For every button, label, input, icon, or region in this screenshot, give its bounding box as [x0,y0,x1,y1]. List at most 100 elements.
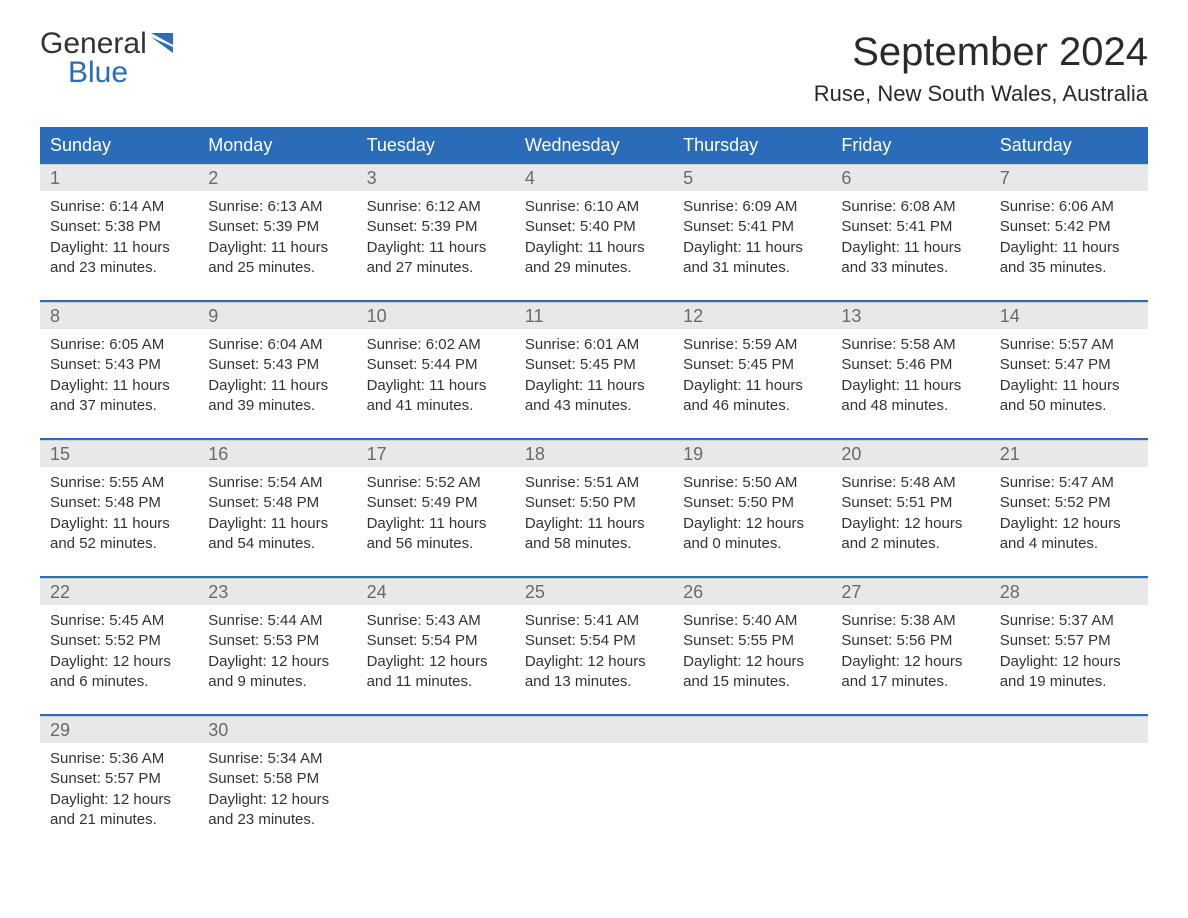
day-content: Sunrise: 6:09 AMSunset: 5:41 PMDaylight:… [673,191,831,286]
day-header: Sunday [40,127,198,164]
day-number-cell: 10 [357,302,515,329]
daylight-line: Daylight: 12 hours and 17 minutes. [841,652,979,693]
sunrise-line: Sunrise: 5:41 AM [525,611,663,631]
sunset-line: Sunset: 5:48 PM [208,493,346,513]
sunset-line: Sunset: 5:53 PM [208,631,346,651]
daylight-line: Daylight: 11 hours and 35 minutes. [1000,238,1138,279]
day-number: 14 [990,303,1148,329]
day-content: Sunrise: 5:59 AMSunset: 5:45 PMDaylight:… [673,329,831,424]
day-content: Sunrise: 5:57 AMSunset: 5:47 PMDaylight:… [990,329,1148,424]
day-number: 16 [198,441,356,467]
day-number: 25 [515,579,673,605]
day-number-cell: 7 [990,164,1148,191]
daylight-line: Daylight: 12 hours and 19 minutes. [1000,652,1138,693]
day-number-cell: 12 [673,302,831,329]
sunrise-line: Sunrise: 6:06 AM [1000,197,1138,217]
day-number: 22 [40,579,198,605]
sunset-line: Sunset: 5:42 PM [1000,217,1138,237]
day-header: Wednesday [515,127,673,164]
sunrise-line: Sunrise: 5:51 AM [525,473,663,493]
day-number-cell: 21 [990,440,1148,467]
daylight-line: Daylight: 11 hours and 43 minutes. [525,376,663,417]
day-number-cell: 22 [40,578,198,605]
day-content: Sunrise: 5:55 AMSunset: 5:48 PMDaylight:… [40,467,198,562]
day-number-cell: 24 [357,578,515,605]
week-row: 1234567Sunrise: 6:14 AMSunset: 5:38 PMDa… [40,164,1148,286]
day-number-cell: 18 [515,440,673,467]
day-number-cell: 5 [673,164,831,191]
day-number: 2 [198,165,356,191]
day-number: 5 [673,165,831,191]
day-number: 15 [40,441,198,467]
daylight-line: Daylight: 11 hours and 37 minutes. [50,376,188,417]
sunrise-line: Sunrise: 5:44 AM [208,611,346,631]
sunset-line: Sunset: 5:52 PM [50,631,188,651]
day-number-cell: 1 [40,164,198,191]
sunset-line: Sunset: 5:45 PM [683,355,821,375]
day-number-cell: 26 [673,578,831,605]
sunrise-line: Sunrise: 5:45 AM [50,611,188,631]
day-content: Sunrise: 5:45 AMSunset: 5:52 PMDaylight:… [40,605,198,700]
day-content: Sunrise: 5:50 AMSunset: 5:50 PMDaylight:… [673,467,831,562]
logo: General Blue [40,30,181,87]
daylight-line: Daylight: 11 hours and 52 minutes. [50,514,188,555]
day-number: 12 [673,303,831,329]
day-number: 30 [198,717,356,743]
day-number-cell: 13 [831,302,989,329]
sunset-line: Sunset: 5:41 PM [683,217,821,237]
day-number: 11 [515,303,673,329]
day-number-cell: 23 [198,578,356,605]
logo-text-bottom: Blue [40,59,181,88]
daylight-line: Daylight: 12 hours and 11 minutes. [367,652,505,693]
sunrise-line: Sunrise: 5:57 AM [1000,335,1138,355]
day-number-cell [831,716,989,743]
sunset-line: Sunset: 5:57 PM [1000,631,1138,651]
day-number-cell [673,716,831,743]
day-number-cell: 28 [990,578,1148,605]
daylight-line: Daylight: 12 hours and 6 minutes. [50,652,188,693]
sunrise-line: Sunrise: 6:14 AM [50,197,188,217]
daylight-line: Daylight: 11 hours and 54 minutes. [208,514,346,555]
sunset-line: Sunset: 5:50 PM [525,493,663,513]
day-number: 8 [40,303,198,329]
daylight-line: Daylight: 11 hours and 56 minutes. [367,514,505,555]
day-number: 20 [831,441,989,467]
daylight-line: Daylight: 11 hours and 46 minutes. [683,376,821,417]
week-row: 891011121314Sunrise: 6:05 AMSunset: 5:43… [40,300,1148,424]
day-content [673,743,831,838]
day-content: Sunrise: 5:54 AMSunset: 5:48 PMDaylight:… [198,467,356,562]
day-number-cell [357,716,515,743]
day-number-cell: 25 [515,578,673,605]
sunset-line: Sunset: 5:50 PM [683,493,821,513]
daylight-line: Daylight: 11 hours and 41 minutes. [367,376,505,417]
day-number: 21 [990,441,1148,467]
daylight-line: Daylight: 12 hours and 2 minutes. [841,514,979,555]
day-content: Sunrise: 6:08 AMSunset: 5:41 PMDaylight:… [831,191,989,286]
logo-text-top: General [40,30,147,59]
sunset-line: Sunset: 5:58 PM [208,769,346,789]
day-number-cell: 8 [40,302,198,329]
day-content: Sunrise: 6:12 AMSunset: 5:39 PMDaylight:… [357,191,515,286]
day-content [515,743,673,838]
day-number: 24 [357,579,515,605]
day-number: 3 [357,165,515,191]
sunset-line: Sunset: 5:41 PM [841,217,979,237]
day-content: Sunrise: 5:44 AMSunset: 5:53 PMDaylight:… [198,605,356,700]
day-number: 7 [990,165,1148,191]
sunset-line: Sunset: 5:43 PM [50,355,188,375]
sunset-line: Sunset: 5:54 PM [525,631,663,651]
daylight-line: Daylight: 11 hours and 39 minutes. [208,376,346,417]
day-content: Sunrise: 5:41 AMSunset: 5:54 PMDaylight:… [515,605,673,700]
sunrise-line: Sunrise: 5:43 AM [367,611,505,631]
daylight-line: Daylight: 11 hours and 29 minutes. [525,238,663,279]
sunset-line: Sunset: 5:38 PM [50,217,188,237]
sunrise-line: Sunrise: 5:37 AM [1000,611,1138,631]
day-number-cell [515,716,673,743]
sunset-line: Sunset: 5:49 PM [367,493,505,513]
day-number: 23 [198,579,356,605]
sunrise-line: Sunrise: 5:55 AM [50,473,188,493]
header: General Blue September 2024 Ruse, New So… [40,30,1148,107]
daylight-line: Daylight: 12 hours and 15 minutes. [683,652,821,693]
sunrise-line: Sunrise: 6:13 AM [208,197,346,217]
sunset-line: Sunset: 5:52 PM [1000,493,1138,513]
